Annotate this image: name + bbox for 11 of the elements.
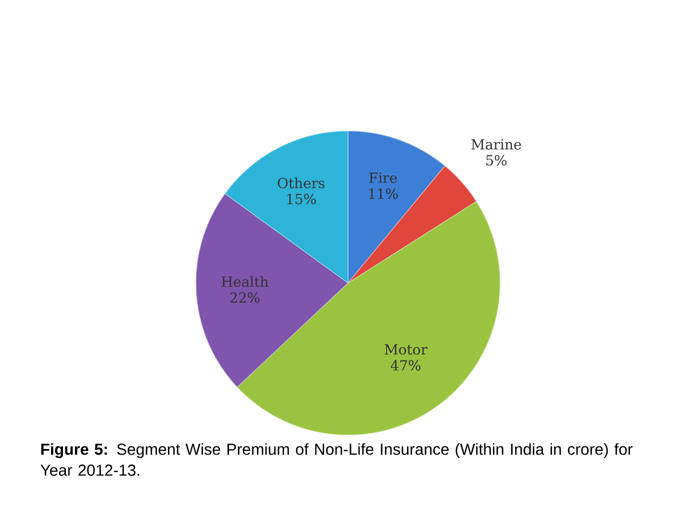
text: Figure 5: Segment Wise Premium of Non-Life Insurance (Within India in crore) for Year 2012-13. xyxy=(40,443,632,476)
slice-label: Marine xyxy=(471,139,522,150)
slice-label: Others xyxy=(278,178,324,188)
data-label: 11% xyxy=(369,188,398,199)
data-label: 5% xyxy=(486,154,507,166)
slice-label: Health xyxy=(222,276,268,287)
data-label: 22% xyxy=(230,292,260,303)
slice-label: Motor xyxy=(384,344,428,355)
data-label: 47% xyxy=(390,360,420,371)
data-label: 15% xyxy=(287,194,316,204)
slice-label: Fire xyxy=(369,172,397,184)
